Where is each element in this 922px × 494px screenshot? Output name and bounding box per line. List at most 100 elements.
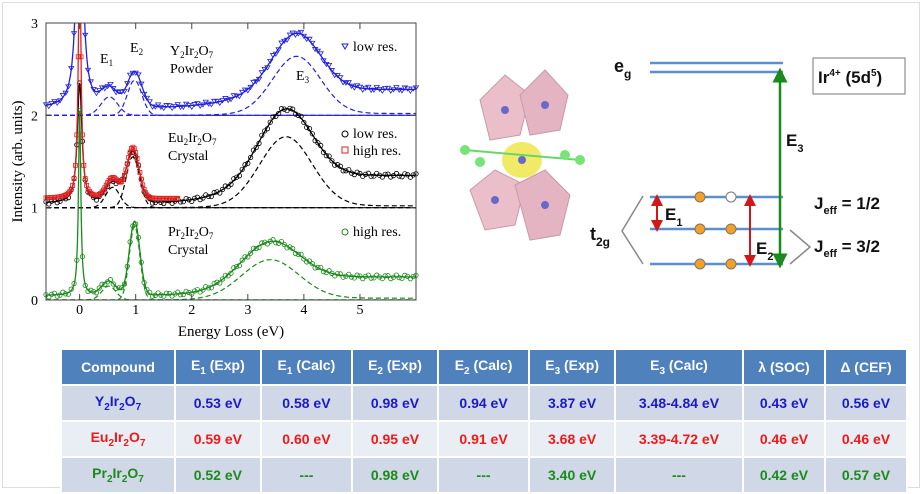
data-point <box>399 275 405 281</box>
data-point <box>357 170 363 177</box>
data-point <box>71 280 77 287</box>
header-sub: 1 <box>200 365 206 377</box>
value-cell: 0.60 eV <box>259 420 354 458</box>
data-point <box>234 263 240 270</box>
y-tick-label: 3 <box>31 17 38 32</box>
fit-component-line <box>46 136 416 209</box>
data-point <box>300 33 308 40</box>
data-point <box>138 81 145 87</box>
data-point <box>134 156 140 161</box>
data-point <box>359 87 366 93</box>
legend-marker <box>341 43 349 50</box>
data-point <box>163 290 170 296</box>
data-point <box>273 113 279 119</box>
value-cell: 0.95 eV <box>351 420 439 458</box>
data-point <box>217 280 223 286</box>
data-point <box>211 280 217 286</box>
compound-cell: Y2Ir2O7 <box>60 384 176 422</box>
e2-label: E2 <box>756 239 773 263</box>
data-point <box>244 88 252 94</box>
t2g-bracket <box>621 195 644 265</box>
data-point <box>242 254 248 260</box>
data-point <box>81 162 87 168</box>
data-point <box>71 176 77 182</box>
data-point <box>124 161 130 167</box>
header-text: (Calc) <box>292 357 336 374</box>
compound-part: Ir <box>112 465 122 482</box>
data-point <box>127 239 133 245</box>
data-point <box>320 149 327 155</box>
data-point <box>121 89 128 95</box>
compound-part: Y <box>94 393 105 410</box>
y-tick-label: 0 <box>31 294 38 309</box>
data-point <box>238 89 246 96</box>
header-text: Compound <box>81 359 155 375</box>
data-point <box>110 86 117 92</box>
data-point <box>57 292 63 298</box>
value-cell: 0.42 eV <box>741 456 826 494</box>
data-point <box>236 173 243 179</box>
compound-part: Ir <box>109 393 120 410</box>
data-point <box>88 287 94 293</box>
compound-part: 2 <box>119 401 125 413</box>
series-sublabel: Crystal <box>168 149 209 164</box>
data-point <box>365 84 372 90</box>
data-point <box>208 102 215 108</box>
data-point <box>93 197 100 203</box>
electron <box>694 258 706 270</box>
compound-part: 7 <box>139 437 146 449</box>
data-point <box>222 272 228 278</box>
data-point <box>320 269 327 275</box>
compound-part: 2 <box>123 437 129 449</box>
data-point <box>270 237 276 243</box>
data-point <box>90 86 97 93</box>
data-point <box>354 272 360 278</box>
data-point <box>182 101 190 107</box>
e1-label: E1 <box>665 205 682 229</box>
data-point <box>175 195 181 201</box>
table-row: Pr2Ir2O7 0.52 eV --- 0.98 eV --- 3.40 eV --- 0.… <box>60 456 909 494</box>
header-sub: 2 <box>377 365 383 377</box>
data-point <box>345 80 352 86</box>
data-point <box>281 106 287 112</box>
data-point <box>144 286 150 293</box>
data-point <box>262 239 268 245</box>
data-point <box>116 179 122 185</box>
data-point <box>203 192 209 198</box>
data-point <box>409 86 417 92</box>
data-point <box>256 140 262 146</box>
value-cell: 3.87 eV <box>528 384 616 422</box>
data-point <box>328 68 336 74</box>
data-point <box>396 275 402 281</box>
data-point <box>123 167 129 173</box>
data-point <box>180 291 186 298</box>
data-point <box>278 40 285 46</box>
column-header: E1 (Calc) <box>259 348 354 386</box>
compound-part: 7 <box>138 473 144 485</box>
legend-label: high res. <box>353 144 401 159</box>
data-point <box>177 199 184 205</box>
jeff-bracket <box>789 229 812 265</box>
e3-label: E3 <box>786 131 803 155</box>
series-sublabel: Crystal <box>168 243 209 258</box>
data-point <box>290 106 296 112</box>
data-point <box>370 87 378 93</box>
data-point <box>346 271 352 277</box>
compound-part: O <box>124 393 136 410</box>
compound-part: O <box>127 465 139 482</box>
column-header: E1 (Exp) <box>174 348 262 386</box>
header-text: Δ (CEF) <box>840 359 892 375</box>
data-point <box>196 103 204 109</box>
data-point <box>112 175 118 181</box>
data-point <box>191 288 198 294</box>
data-point <box>290 245 296 252</box>
data-point <box>287 244 293 250</box>
data-point <box>272 51 280 57</box>
series-label: Eu2Ir2O7 <box>168 131 217 147</box>
compound-cell: Eu2Ir2O7 <box>60 420 176 458</box>
data-point <box>351 275 357 281</box>
compound-part: Ir <box>114 429 124 446</box>
data-point <box>278 106 285 112</box>
x-axis-label: Energy Loss (eV) <box>178 324 284 340</box>
data-point <box>298 251 304 257</box>
